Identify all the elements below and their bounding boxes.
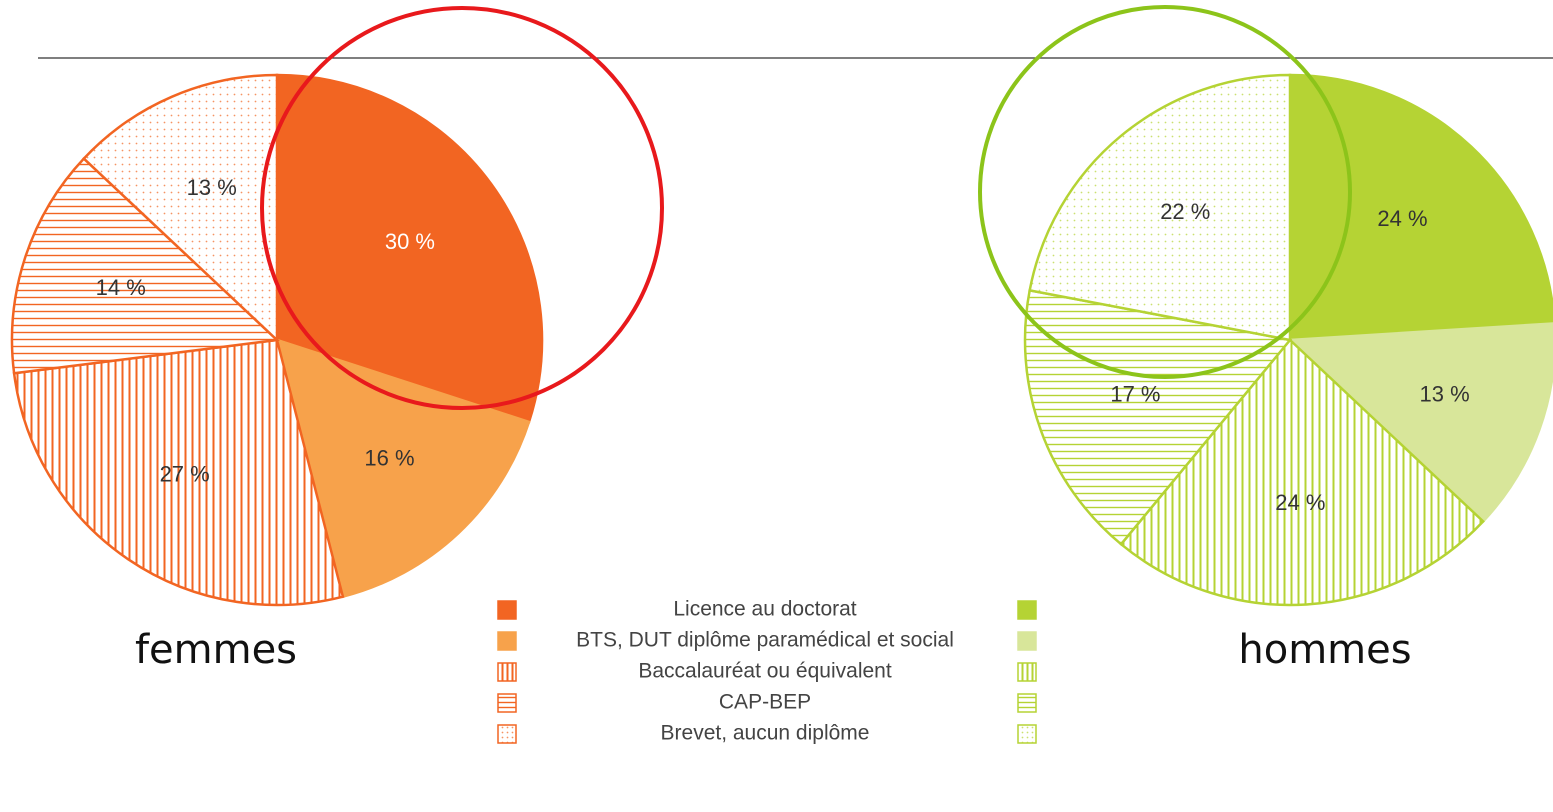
- pie-slice: [1119, 338, 1485, 607]
- value-label: 30 %: [385, 229, 435, 254]
- pie-slice: [1023, 288, 1293, 546]
- pie-slice: [1028, 73, 1292, 342]
- value-label: 22 %: [1160, 199, 1210, 224]
- value-label: 24 %: [1377, 206, 1427, 231]
- legend-label: Brevet, aucun diplôme: [661, 722, 870, 745]
- value-label: 14 %: [96, 275, 146, 300]
- legend-swatch: [1017, 693, 1037, 713]
- value-label: 24 %: [1275, 490, 1325, 515]
- highlight-circle: [260, 6, 664, 410]
- legend-swatch: [497, 600, 517, 620]
- legend-swatch: [497, 693, 517, 713]
- value-label: 16 %: [364, 446, 414, 471]
- legend-swatch: [497, 662, 517, 682]
- legend-swatch: [1017, 662, 1037, 682]
- legend-swatch: [1017, 724, 1037, 744]
- pie-slice: [10, 156, 280, 375]
- pie-slice: [1287, 322, 1553, 524]
- pie-slice: [275, 73, 544, 424]
- pie-slice: [1288, 73, 1553, 342]
- legend-label: Baccalauréat ou équivalent: [638, 660, 892, 683]
- chart-title: hommes: [1238, 627, 1411, 673]
- pie-slice: [275, 338, 531, 599]
- pie-slice: [12, 338, 345, 607]
- legend-label: CAP-BEP: [719, 691, 811, 714]
- legend-label: BTS, DUT diplôme paramédical et social: [576, 629, 954, 652]
- pie-slice: [82, 73, 279, 343]
- legend-swatch: [497, 724, 517, 744]
- legend-label: Licence au doctorat: [673, 598, 856, 621]
- legend-swatch: [1017, 631, 1037, 651]
- highlight-circle: [978, 5, 1352, 379]
- value-label: 27 %: [160, 462, 210, 487]
- chart-title: femmes: [135, 627, 297, 673]
- legend-swatch: [1017, 600, 1037, 620]
- value-label: 13 %: [1420, 381, 1470, 406]
- value-label: 17 %: [1110, 381, 1160, 406]
- legend-swatch: [497, 631, 517, 651]
- value-label: 13 %: [187, 175, 237, 200]
